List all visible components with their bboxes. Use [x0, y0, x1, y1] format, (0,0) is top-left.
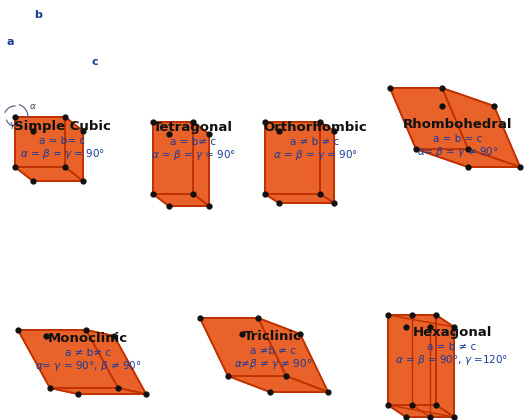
Text: a = b= c: a = b= c — [39, 136, 85, 146]
Polygon shape — [50, 388, 146, 394]
Text: a: a — [6, 37, 14, 47]
Polygon shape — [153, 194, 209, 206]
Text: $\beta$: $\beta$ — [0, 102, 1, 115]
Polygon shape — [265, 122, 334, 131]
Polygon shape — [15, 117, 83, 131]
Text: c: c — [92, 57, 98, 67]
Polygon shape — [388, 315, 436, 405]
Text: a = b≠ c: a = b≠ c — [170, 137, 216, 147]
Polygon shape — [18, 330, 78, 394]
Polygon shape — [388, 315, 454, 327]
Text: Hexagonal: Hexagonal — [412, 326, 492, 339]
Polygon shape — [442, 106, 520, 167]
Polygon shape — [436, 315, 454, 417]
Text: $\alpha$ = $\beta$ = $\gamma$ = 90°: $\alpha$ = $\beta$ = $\gamma$ = 90° — [20, 147, 104, 161]
Polygon shape — [15, 117, 65, 167]
Text: Rhombohedral: Rhombohedral — [403, 118, 513, 131]
Text: Simple Cubic: Simple Cubic — [14, 120, 110, 133]
Text: $\alpha$≠$\beta$ ≠ $\gamma$ ≠ 90°: $\alpha$≠$\beta$ ≠ $\gamma$ ≠ 90° — [234, 357, 312, 371]
Polygon shape — [200, 318, 286, 376]
Polygon shape — [279, 131, 334, 203]
Text: a ≠ b ≠ c: a ≠ b ≠ c — [290, 137, 340, 147]
Polygon shape — [200, 318, 270, 392]
Text: Triclinic: Triclinic — [244, 330, 302, 343]
Polygon shape — [18, 330, 114, 336]
Polygon shape — [33, 131, 83, 181]
Polygon shape — [65, 117, 83, 181]
Text: a = b ≠ c: a = b ≠ c — [427, 342, 476, 352]
Polygon shape — [258, 318, 328, 392]
Text: $\gamma$: $\gamma$ — [9, 120, 17, 131]
Polygon shape — [265, 194, 334, 203]
Text: Tetragonal: Tetragonal — [153, 121, 233, 134]
Text: $\alpha$ = $\beta$ = $\gamma$ = 90°: $\alpha$ = $\beta$ = $\gamma$ = 90° — [272, 148, 357, 162]
Polygon shape — [390, 88, 468, 149]
Text: $\alpha$= $\beta$ = $\gamma$ ≠ 90°: $\alpha$= $\beta$ = $\gamma$ ≠ 90° — [417, 145, 499, 159]
Polygon shape — [388, 315, 406, 417]
Text: $\alpha$= $\gamma$ = 90°, $\beta$ ≠ 90°: $\alpha$= $\gamma$ = 90°, $\beta$ ≠ 90° — [34, 359, 142, 373]
Polygon shape — [416, 149, 520, 167]
Text: $\alpha$ = $\beta$ = $\gamma$ = 90°: $\alpha$ = $\beta$ = $\gamma$ = 90° — [151, 148, 235, 162]
Text: a ≠ b≠ c: a ≠ b≠ c — [65, 348, 111, 358]
Polygon shape — [442, 88, 520, 167]
Polygon shape — [193, 122, 209, 206]
Polygon shape — [265, 122, 279, 203]
Polygon shape — [242, 334, 328, 392]
Polygon shape — [169, 134, 209, 206]
Polygon shape — [86, 330, 146, 394]
Polygon shape — [390, 88, 468, 167]
Text: Monoclinic: Monoclinic — [48, 332, 128, 345]
Polygon shape — [265, 122, 320, 194]
Polygon shape — [46, 336, 146, 394]
Polygon shape — [390, 88, 494, 106]
Polygon shape — [153, 122, 193, 194]
Polygon shape — [153, 122, 209, 134]
Text: b: b — [34, 10, 42, 20]
Polygon shape — [15, 117, 33, 181]
Polygon shape — [228, 376, 328, 392]
Text: $\alpha$: $\alpha$ — [29, 102, 37, 111]
Text: a = b = c: a = b = c — [434, 134, 483, 144]
Polygon shape — [18, 330, 118, 388]
Polygon shape — [406, 327, 454, 417]
Text: Orthorhombic: Orthorhombic — [263, 121, 367, 134]
Polygon shape — [153, 122, 169, 206]
Polygon shape — [200, 318, 300, 334]
Text: $\alpha$ = $\beta$ = 90°, $\gamma$ =120°: $\alpha$ = $\beta$ = 90°, $\gamma$ =120° — [395, 353, 509, 367]
Text: a ≠b ≠ c: a ≠b ≠ c — [250, 346, 296, 356]
Polygon shape — [320, 122, 334, 203]
Polygon shape — [388, 405, 454, 417]
Polygon shape — [15, 167, 83, 181]
